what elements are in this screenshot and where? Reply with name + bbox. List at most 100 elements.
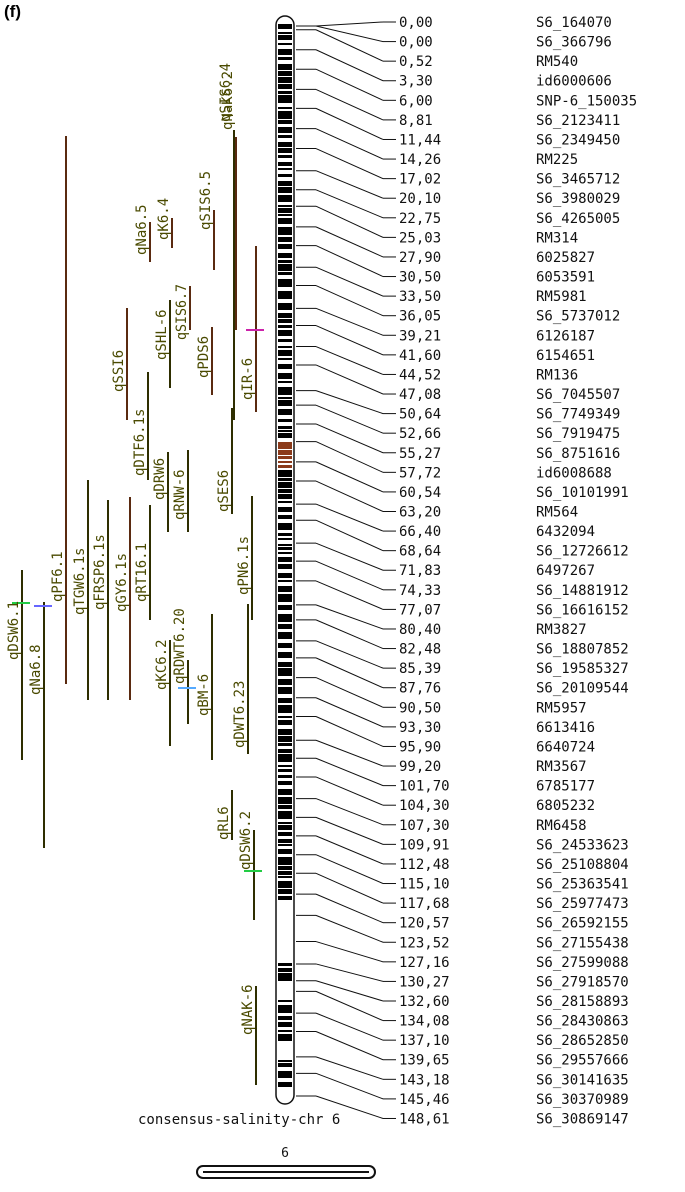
marker-name: S6_12726612 bbox=[536, 544, 629, 560]
marker-position: 68,64 bbox=[399, 544, 441, 560]
chromosome-band bbox=[278, 107, 292, 109]
chromosome-band bbox=[278, 679, 292, 685]
marker-position: 57,72 bbox=[399, 465, 441, 481]
marker-row: 3,30 id6000606 bbox=[296, 49, 612, 90]
chromosome-band bbox=[278, 32, 292, 34]
chromosome-band bbox=[278, 319, 292, 323]
marker-position: 90,50 bbox=[399, 700, 441, 716]
chromosome-band bbox=[278, 789, 292, 795]
chromosome-band bbox=[278, 494, 292, 499]
qtl-label: qIR-6 bbox=[240, 358, 256, 400]
chromosome-band bbox=[278, 1000, 292, 1002]
chromosome-band bbox=[278, 49, 292, 55]
marker-position: 6,00 bbox=[399, 93, 433, 109]
qtl-interval: qBM-6 bbox=[196, 614, 213, 760]
marker-row: 137,10 S6_28652850 bbox=[296, 1012, 629, 1049]
marker-connector bbox=[315, 266, 384, 297]
chromosome-band bbox=[278, 805, 292, 809]
marker-position: 93,30 bbox=[399, 720, 441, 736]
qtl-interval: qRL6 bbox=[216, 790, 233, 840]
marker-row: 52,66 S6_7919475 bbox=[296, 404, 620, 442]
chromosome-band bbox=[278, 174, 292, 177]
qtl-interval: qSIS6.7 bbox=[174, 284, 191, 340]
marker-row: 139,65 S6_29557666 bbox=[296, 1030, 629, 1069]
qtl-interval: qGY6.1s bbox=[114, 497, 131, 700]
marker-name: 6126187 bbox=[536, 328, 595, 344]
chromosome-band bbox=[278, 754, 292, 762]
marker-row: 57,72 id6008688 bbox=[296, 441, 612, 481]
chromosome-band bbox=[278, 155, 292, 158]
qtl-interval: qPDS6 bbox=[196, 327, 213, 395]
chromosome-band bbox=[278, 552, 292, 554]
chromosome-band bbox=[278, 822, 292, 824]
marker-position: 36,05 bbox=[399, 309, 441, 325]
marker-position: 101,70 bbox=[399, 779, 450, 795]
marker-connector bbox=[315, 1072, 384, 1100]
qtl-interval: qKC6.2 bbox=[154, 639, 171, 746]
marker-row: 123,52 S6_27155438 bbox=[296, 914, 629, 951]
qtl-interval: qDRW6 bbox=[152, 452, 169, 532]
marker-connector bbox=[315, 390, 384, 415]
qtl-layer: qDSW6.1 qNa6.8 qPF6.1 qTGW6.1s qFRSP6.1s qGY6… bbox=[6, 63, 264, 1085]
marker-connector bbox=[315, 346, 384, 375]
marker-connector bbox=[315, 776, 384, 806]
marker-position: 120,57 bbox=[399, 916, 450, 932]
chromosome-band bbox=[278, 350, 292, 356]
marker-position: 60,54 bbox=[399, 485, 441, 501]
chromosome-band bbox=[278, 187, 292, 193]
marker-position: 109,91 bbox=[399, 837, 450, 853]
chromosome-band bbox=[278, 426, 292, 429]
marker-connector bbox=[315, 29, 384, 62]
marker-name: S6_27599088 bbox=[536, 955, 629, 971]
marker-position: 145,46 bbox=[399, 1092, 450, 1108]
qtl-interval: qNaK6.2 bbox=[220, 71, 237, 330]
chromosome-band bbox=[278, 291, 292, 299]
marker-row: 63,20 RM564 bbox=[296, 480, 578, 521]
chromosome-band bbox=[278, 135, 292, 138]
marker-row: 68,64 S6_12726612 bbox=[296, 519, 629, 560]
marker-position: 47,08 bbox=[399, 387, 441, 403]
marker-row: 25,03 RM314 bbox=[296, 205, 578, 246]
chromosome-band bbox=[278, 482, 292, 488]
marker-row: 14,26 RM225 bbox=[296, 128, 578, 168]
chromosome-band bbox=[278, 652, 292, 658]
qtl-interval: qPF6.1 bbox=[50, 136, 67, 684]
chromosome-band bbox=[278, 237, 292, 242]
qtl-label: qDWT6.23 bbox=[232, 681, 248, 748]
marker-name: RM136 bbox=[536, 367, 578, 383]
chromosome-band bbox=[278, 1063, 292, 1067]
marker-row: 20,10 S6_3980029 bbox=[296, 170, 620, 207]
qtl-label: qDTF6.1s bbox=[132, 409, 148, 476]
marker-name: RM314 bbox=[536, 230, 578, 246]
marker-connector bbox=[315, 854, 384, 884]
marker-connector bbox=[315, 716, 384, 747]
marker-row: 85,39 S6_19585327 bbox=[296, 640, 629, 677]
chromosome-band bbox=[278, 662, 292, 667]
marker-connector bbox=[315, 941, 384, 963]
chromosome-band bbox=[278, 547, 292, 550]
chromosome-band bbox=[278, 1005, 292, 1013]
chromosome-band bbox=[278, 470, 292, 477]
marker-row: 0,00 S6_164070 bbox=[296, 15, 612, 31]
centromere-band bbox=[278, 456, 292, 459]
marker-connector bbox=[315, 697, 384, 728]
marker-row: 27,90 6025827 bbox=[296, 226, 595, 266]
qtl-label: qRNW-6 bbox=[172, 469, 188, 520]
qtl-label: qDSW6.2 bbox=[238, 811, 254, 870]
chromosome-band bbox=[278, 544, 292, 546]
marker-position: 8,81 bbox=[399, 113, 433, 129]
chromosome-band bbox=[278, 564, 292, 569]
marker-position: 143,18 bbox=[399, 1072, 450, 1088]
marker-connector bbox=[315, 619, 384, 650]
chromosome-band bbox=[278, 811, 292, 819]
chromosome-band bbox=[278, 839, 292, 843]
chromosome-band bbox=[278, 857, 292, 865]
marker-name: S6_28652850 bbox=[536, 1033, 629, 1049]
chromosome-band bbox=[278, 120, 292, 124]
marker-row: 82,48 S6_18807852 bbox=[296, 619, 629, 658]
marker-name: RM3827 bbox=[536, 622, 587, 638]
chromosome-band bbox=[278, 632, 292, 639]
marker-layer: 0,00 S6_164070 0,00 S6_366796 0,52 RM540 3,30 i… bbox=[296, 15, 637, 1127]
qtl-label: qBM-6 bbox=[196, 674, 212, 716]
marker-row: 145,46 S6_30370989 bbox=[296, 1072, 629, 1108]
